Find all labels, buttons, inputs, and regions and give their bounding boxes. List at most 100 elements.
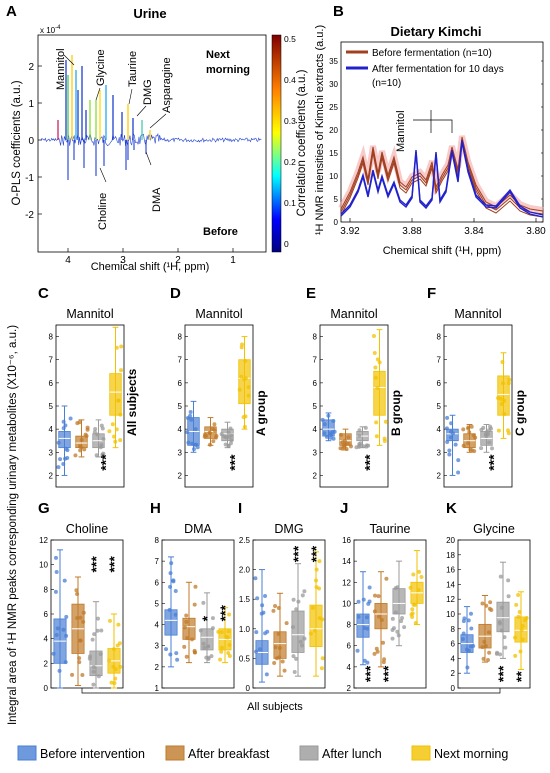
panel-title: Taurine xyxy=(370,522,411,536)
box xyxy=(309,604,323,647)
panel-title: Mannitol xyxy=(66,307,113,321)
box-point xyxy=(471,644,476,649)
box-point xyxy=(246,385,251,390)
panel-title: Mannitol xyxy=(330,307,377,321)
panel-a-next: Next morning xyxy=(206,49,250,76)
box-point xyxy=(444,426,449,431)
box-point xyxy=(516,614,521,619)
box-point xyxy=(184,654,189,659)
box-point xyxy=(94,453,99,458)
box-point xyxy=(499,402,504,407)
significance-stars: *** xyxy=(495,665,511,682)
box-point xyxy=(466,618,471,623)
panel-b-annot-mannitol: Mannitol xyxy=(395,110,407,152)
panel-b-before-line xyxy=(340,136,544,212)
box-point xyxy=(168,652,173,657)
box-point xyxy=(216,629,221,634)
colorbar-tick-label: 0.3 xyxy=(284,116,296,126)
box-point xyxy=(453,442,458,447)
box-point xyxy=(77,443,82,448)
panel-a-xtick-label: 1 xyxy=(230,255,236,266)
box-point xyxy=(77,660,82,665)
ytick-label: 5 xyxy=(49,402,54,411)
box xyxy=(392,588,406,615)
ytick-label: 4 xyxy=(178,425,183,434)
box-point xyxy=(513,635,518,640)
box-point xyxy=(208,442,213,447)
box-point xyxy=(91,669,96,674)
panel-a-ytick-label: -1 xyxy=(25,173,34,184)
box-point xyxy=(113,676,118,681)
box-point xyxy=(101,451,106,456)
box-point xyxy=(499,628,504,633)
panel-a-xtick-label: 3 xyxy=(120,255,126,266)
box-point xyxy=(486,630,491,635)
box-point xyxy=(53,589,58,594)
colorbar-label: Correlation coefficients (a.u.) xyxy=(296,69,308,216)
ytick-label: 6 xyxy=(451,640,456,649)
box-point xyxy=(119,344,124,349)
box-point xyxy=(314,585,319,590)
panel-a-spectrum-line xyxy=(39,132,262,146)
box-point xyxy=(472,449,477,454)
ytick-label: 6 xyxy=(347,642,352,651)
box-point xyxy=(78,448,83,453)
box-point xyxy=(226,629,231,634)
box-point xyxy=(218,657,223,662)
panel-title: Glycine xyxy=(473,522,515,536)
box-point xyxy=(485,657,490,662)
box xyxy=(356,613,370,638)
box-point xyxy=(226,430,231,435)
panel-frame xyxy=(161,539,235,689)
box-point xyxy=(490,446,495,451)
box-point xyxy=(56,465,61,470)
box-point xyxy=(466,441,471,446)
significance-stars: *** xyxy=(362,454,378,471)
ytick-label: 7 xyxy=(313,356,318,365)
panel-b-letter: B xyxy=(333,3,344,20)
box-point xyxy=(364,615,369,620)
panel-e: E Mannitol 2 3 4 5 6 7 8 *** B group xyxy=(306,285,403,488)
box-point xyxy=(62,578,67,583)
panel-b-ytick-label: 5 xyxy=(334,195,339,204)
panel-b-ytick-label: 0 xyxy=(334,218,339,227)
legend-label: Next morning xyxy=(434,747,508,761)
box-point xyxy=(201,641,206,646)
ytick-label: 10 xyxy=(342,599,351,608)
box-point xyxy=(55,626,60,631)
box-point xyxy=(207,430,212,435)
box-point xyxy=(189,417,194,422)
box-point xyxy=(272,661,277,666)
panel-frame xyxy=(353,539,427,689)
legend-after-fermentation-n: (n=10) xyxy=(372,78,401,89)
ytick-label: 18 xyxy=(446,551,455,560)
colorbar-tick-label: 0.4 xyxy=(284,75,296,85)
box-point xyxy=(479,427,484,432)
panel-a-xtick-label: 4 xyxy=(65,255,71,266)
box-point xyxy=(384,576,389,581)
panel-a-exponent: x 10-4 xyxy=(40,25,61,35)
ytick-label: 5 xyxy=(178,402,183,411)
ytick-label: 8 xyxy=(347,621,352,630)
ytick-label: 3 xyxy=(437,448,442,457)
box-point xyxy=(448,435,453,440)
panel-d: D Mannitol 2 3 4 5 6 7 8 *** A group xyxy=(170,285,268,488)
box-point xyxy=(192,602,197,607)
legend-swatch xyxy=(411,745,431,761)
box-point xyxy=(210,616,215,621)
box-point xyxy=(413,620,418,625)
legend-swatch xyxy=(17,745,37,761)
legend-label: After breakfast xyxy=(188,747,270,761)
box-point xyxy=(326,413,331,418)
box-point xyxy=(68,416,73,421)
box-point xyxy=(372,333,377,338)
box-point xyxy=(276,605,281,610)
ytick-label: 12 xyxy=(39,536,48,545)
annot-dmg-line xyxy=(136,105,147,117)
box-point xyxy=(242,424,247,429)
panel-b-ytick-label: 35 xyxy=(329,57,338,66)
box-point xyxy=(465,665,470,670)
box-point xyxy=(331,436,336,441)
box-point xyxy=(390,636,395,641)
box-point xyxy=(382,657,387,662)
